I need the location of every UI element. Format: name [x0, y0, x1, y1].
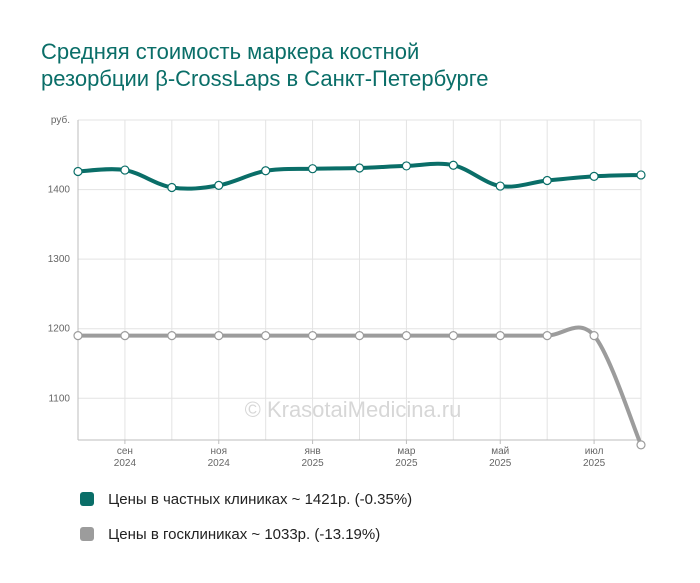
legend-item-public[interactable]: Цены в госклиниках ~ 1033р. (-13.19%)	[80, 526, 380, 543]
data-point-private	[448, 160, 458, 170]
chart-title: Средняя стоимость маркера костной резорб…	[41, 38, 661, 92]
x-tick-label-year: 2025	[583, 458, 606, 469]
data-point-public	[495, 331, 505, 341]
x-tick-label-year: 2024	[114, 458, 137, 469]
data-point-private	[73, 166, 83, 177]
data-point-private	[214, 180, 224, 190]
y-tick-label: 1300	[48, 254, 71, 265]
data-point-private	[167, 182, 177, 193]
y-tick-label: 1200	[48, 324, 71, 335]
data-point-public	[636, 440, 646, 450]
x-tick-label-year: 2025	[301, 458, 324, 469]
data-point-public	[401, 331, 412, 341]
x-tick-label-year: 2025	[489, 458, 512, 469]
data-point-private	[261, 166, 271, 176]
x-tick-label-month: мар	[397, 446, 415, 457]
data-point-public	[589, 331, 599, 341]
line-chart: 1100120013001400руб.сен2024ноя2024янв202…	[48, 114, 646, 469]
data-point-public	[354, 331, 365, 341]
data-point-private	[401, 161, 412, 171]
y-tick-label: 1100	[48, 393, 70, 404]
data-point-private	[495, 181, 505, 191]
x-tick-label-month: ноя	[211, 446, 228, 457]
data-point-public	[167, 331, 177, 341]
data-point-private	[636, 170, 646, 180]
legend-label-public: Цены в госклиниках ~ 1033р. (-13.19%)	[108, 526, 381, 543]
x-tick-label-month: янв	[304, 446, 320, 457]
data-point-public	[448, 331, 458, 341]
x-tick-label-month: сен	[117, 446, 133, 457]
data-point-public	[120, 331, 130, 341]
chart-title-line-1: Средняя стоимость маркера костной	[41, 39, 420, 64]
y-tick-label: 1400	[48, 185, 71, 196]
chart-title-line-2: резорбции β-CrossLaps в Санкт-Петербурге	[41, 66, 489, 91]
legend-swatch-public	[80, 527, 94, 541]
legend-swatch-private	[80, 492, 94, 506]
data-point-private	[589, 171, 599, 181]
data-point-private	[307, 164, 318, 174]
data-point-public	[73, 331, 83, 341]
data-point-public	[261, 331, 271, 341]
legend-label-private: Цены в частных клиниках ~ 1421р. (-0.35%…	[108, 491, 413, 508]
data-point-public	[542, 331, 552, 341]
legend-item-private[interactable]: Цены в частных клиниках ~ 1421р. (-0.35%…	[80, 491, 412, 508]
x-tick-label-month: май	[491, 446, 509, 457]
data-point-public	[214, 331, 224, 341]
y-axis-label: руб.	[51, 114, 70, 126]
watermark: © KrasotaiMedicina.ru	[245, 397, 462, 422]
data-point-private	[354, 163, 365, 173]
x-tick-label-month: июл	[585, 446, 604, 457]
data-point-public	[307, 331, 318, 341]
x-tick-label-year: 2025	[395, 458, 418, 469]
data-point-private	[542, 175, 552, 186]
x-tick-label-year: 2024	[208, 458, 231, 469]
data-point-private	[120, 165, 130, 175]
